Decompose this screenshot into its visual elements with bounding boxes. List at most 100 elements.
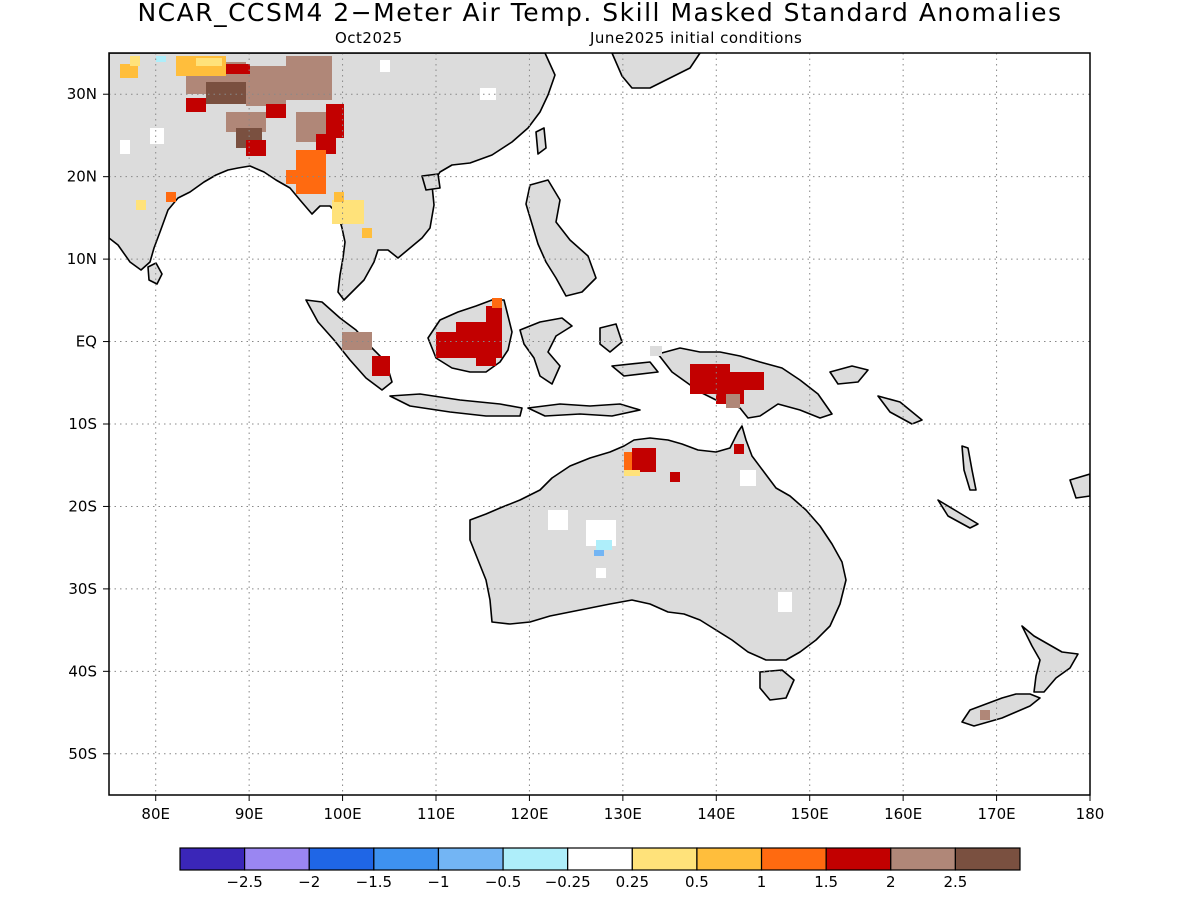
- anomaly-cell: [196, 58, 222, 66]
- colorbar-swatch: [890, 847, 956, 871]
- land-new-caledonia: [937, 499, 979, 529]
- anomaly-cell: [226, 112, 266, 132]
- colorbar-swatch: [244, 847, 310, 871]
- parallels: [109, 93, 1090, 755]
- y-axis: 30N 20N 10N EQ 10S 20S 30S 40S 50S: [67, 85, 109, 763]
- x-tick-label: 160E: [884, 805, 922, 823]
- initial-conditions: June2025 initial conditions: [590, 29, 803, 47]
- land-maluku: [599, 323, 623, 353]
- anomaly-cell: [980, 710, 990, 720]
- land-philippines: [525, 179, 597, 297]
- y-tick-label: EQ: [76, 333, 97, 351]
- y-tick-label: 40S: [68, 662, 97, 680]
- colorbar-label: −1: [427, 873, 449, 891]
- nodata-patch: [120, 140, 130, 154]
- y-tick-label: 30S: [68, 580, 97, 598]
- colorbar-label: 1.5: [814, 873, 838, 891]
- anomaly-cells: [120, 56, 990, 720]
- anomaly-cell: [594, 550, 604, 556]
- nodata-patch: [380, 60, 390, 72]
- anomaly-cell: [734, 444, 744, 454]
- anomaly-cell: [246, 140, 266, 156]
- anomaly-cell: [334, 192, 344, 202]
- anomaly-cell: [206, 82, 248, 104]
- anomaly-cell: [266, 104, 286, 118]
- colorbar-label: −1.5: [356, 873, 392, 891]
- graticule: [109, 53, 1090, 795]
- nodata-patch: [150, 128, 164, 144]
- x-tick-label: 110E: [417, 805, 455, 823]
- y-tick-label: 30N: [67, 85, 97, 103]
- anomaly-cell: [632, 448, 656, 472]
- y-tick-label: 20N: [67, 168, 97, 186]
- land-taiwan: [535, 127, 547, 155]
- anomaly-cell: [650, 346, 662, 356]
- anomaly-cell: [186, 98, 206, 112]
- land-sri-lanka: [147, 262, 163, 285]
- colorbar: −2.5 −2 −1.5 −1 −0.5 −0.25 0.25 0.5 1 1.5 2 2.5: [179, 847, 1021, 891]
- nodata-patch: [740, 470, 756, 486]
- nodata-patch: [548, 510, 568, 530]
- colorbar-swatch: [437, 847, 504, 871]
- colorbar-label: −0.5: [485, 873, 521, 891]
- land-new-britain: [829, 365, 869, 385]
- nodata-patches: [120, 60, 792, 612]
- anomaly-cell: [156, 56, 166, 62]
- anomaly-cell: [624, 470, 640, 476]
- land-australia: [469, 425, 847, 661]
- anomaly-cell: [362, 228, 372, 238]
- anomaly-cell: [710, 372, 764, 390]
- x-tick-label: 120E: [510, 805, 548, 823]
- colorbar-label: 2.5: [943, 873, 967, 891]
- land-sunda: [527, 403, 641, 417]
- colorbar-label: −2: [298, 873, 320, 891]
- colorbar-label: −0.25: [545, 873, 591, 891]
- nodata-patch: [596, 568, 606, 578]
- anomaly-cell: [166, 192, 176, 202]
- y-tick-label: 10N: [67, 250, 97, 268]
- colorbar-swatch: [631, 847, 698, 871]
- anomaly-cell: [436, 332, 502, 358]
- colorbar-swatch: [696, 847, 763, 871]
- forecast-month: Oct2025: [335, 29, 403, 47]
- nodata-patch: [480, 88, 496, 100]
- land-nz-south: [961, 693, 1041, 727]
- x-axis: 80E 90E 100E 110E 120E 130E 140E 150E 160E 170E 18…: [141, 795, 1104, 823]
- anomaly-cell: [136, 200, 146, 210]
- land-sulawesi: [519, 317, 573, 385]
- land-japan: [611, 53, 701, 89]
- land-java: [389, 393, 523, 417]
- colorbar-swatch: [760, 847, 827, 871]
- y-tick-label: 50S: [68, 745, 97, 763]
- nodata-patch: [778, 592, 792, 612]
- colorbar-swatch: [502, 847, 569, 871]
- colorbar-label: 0.5: [685, 873, 709, 891]
- anomaly-cell: [286, 56, 332, 100]
- map-title: NCAR_CCSM4 2−Meter Air Temp. Skill Maske…: [137, 0, 1063, 27]
- colorbar-label: 0.25: [616, 873, 649, 891]
- anomaly-cell: [372, 356, 390, 376]
- anomaly-cell: [130, 56, 140, 66]
- x-tick-label: 140E: [697, 805, 735, 823]
- anomaly-cell: [226, 64, 250, 74]
- colorbar-swatch: [179, 847, 246, 871]
- anomaly-cell: [246, 66, 286, 106]
- x-tick-label: 180: [1076, 805, 1105, 823]
- map-layer: [109, 53, 1090, 795]
- anomaly-cell: [670, 472, 680, 482]
- anomaly-cell: [296, 150, 326, 194]
- land-seram: [611, 361, 659, 377]
- land-nz-north: [1021, 625, 1079, 693]
- x-tick-label: 130E: [604, 805, 642, 823]
- x-tick-label: 90E: [235, 805, 264, 823]
- anomaly-cell: [332, 200, 364, 224]
- y-tick-label: 10S: [68, 415, 97, 433]
- anomaly-cell: [120, 64, 138, 78]
- colorbar-swatch: [308, 847, 375, 871]
- anomaly-cell: [342, 332, 372, 350]
- anomaly-cell: [486, 306, 502, 336]
- anomaly-cell: [596, 540, 612, 550]
- land-asia: [109, 53, 556, 301]
- anomaly-cell: [286, 170, 300, 184]
